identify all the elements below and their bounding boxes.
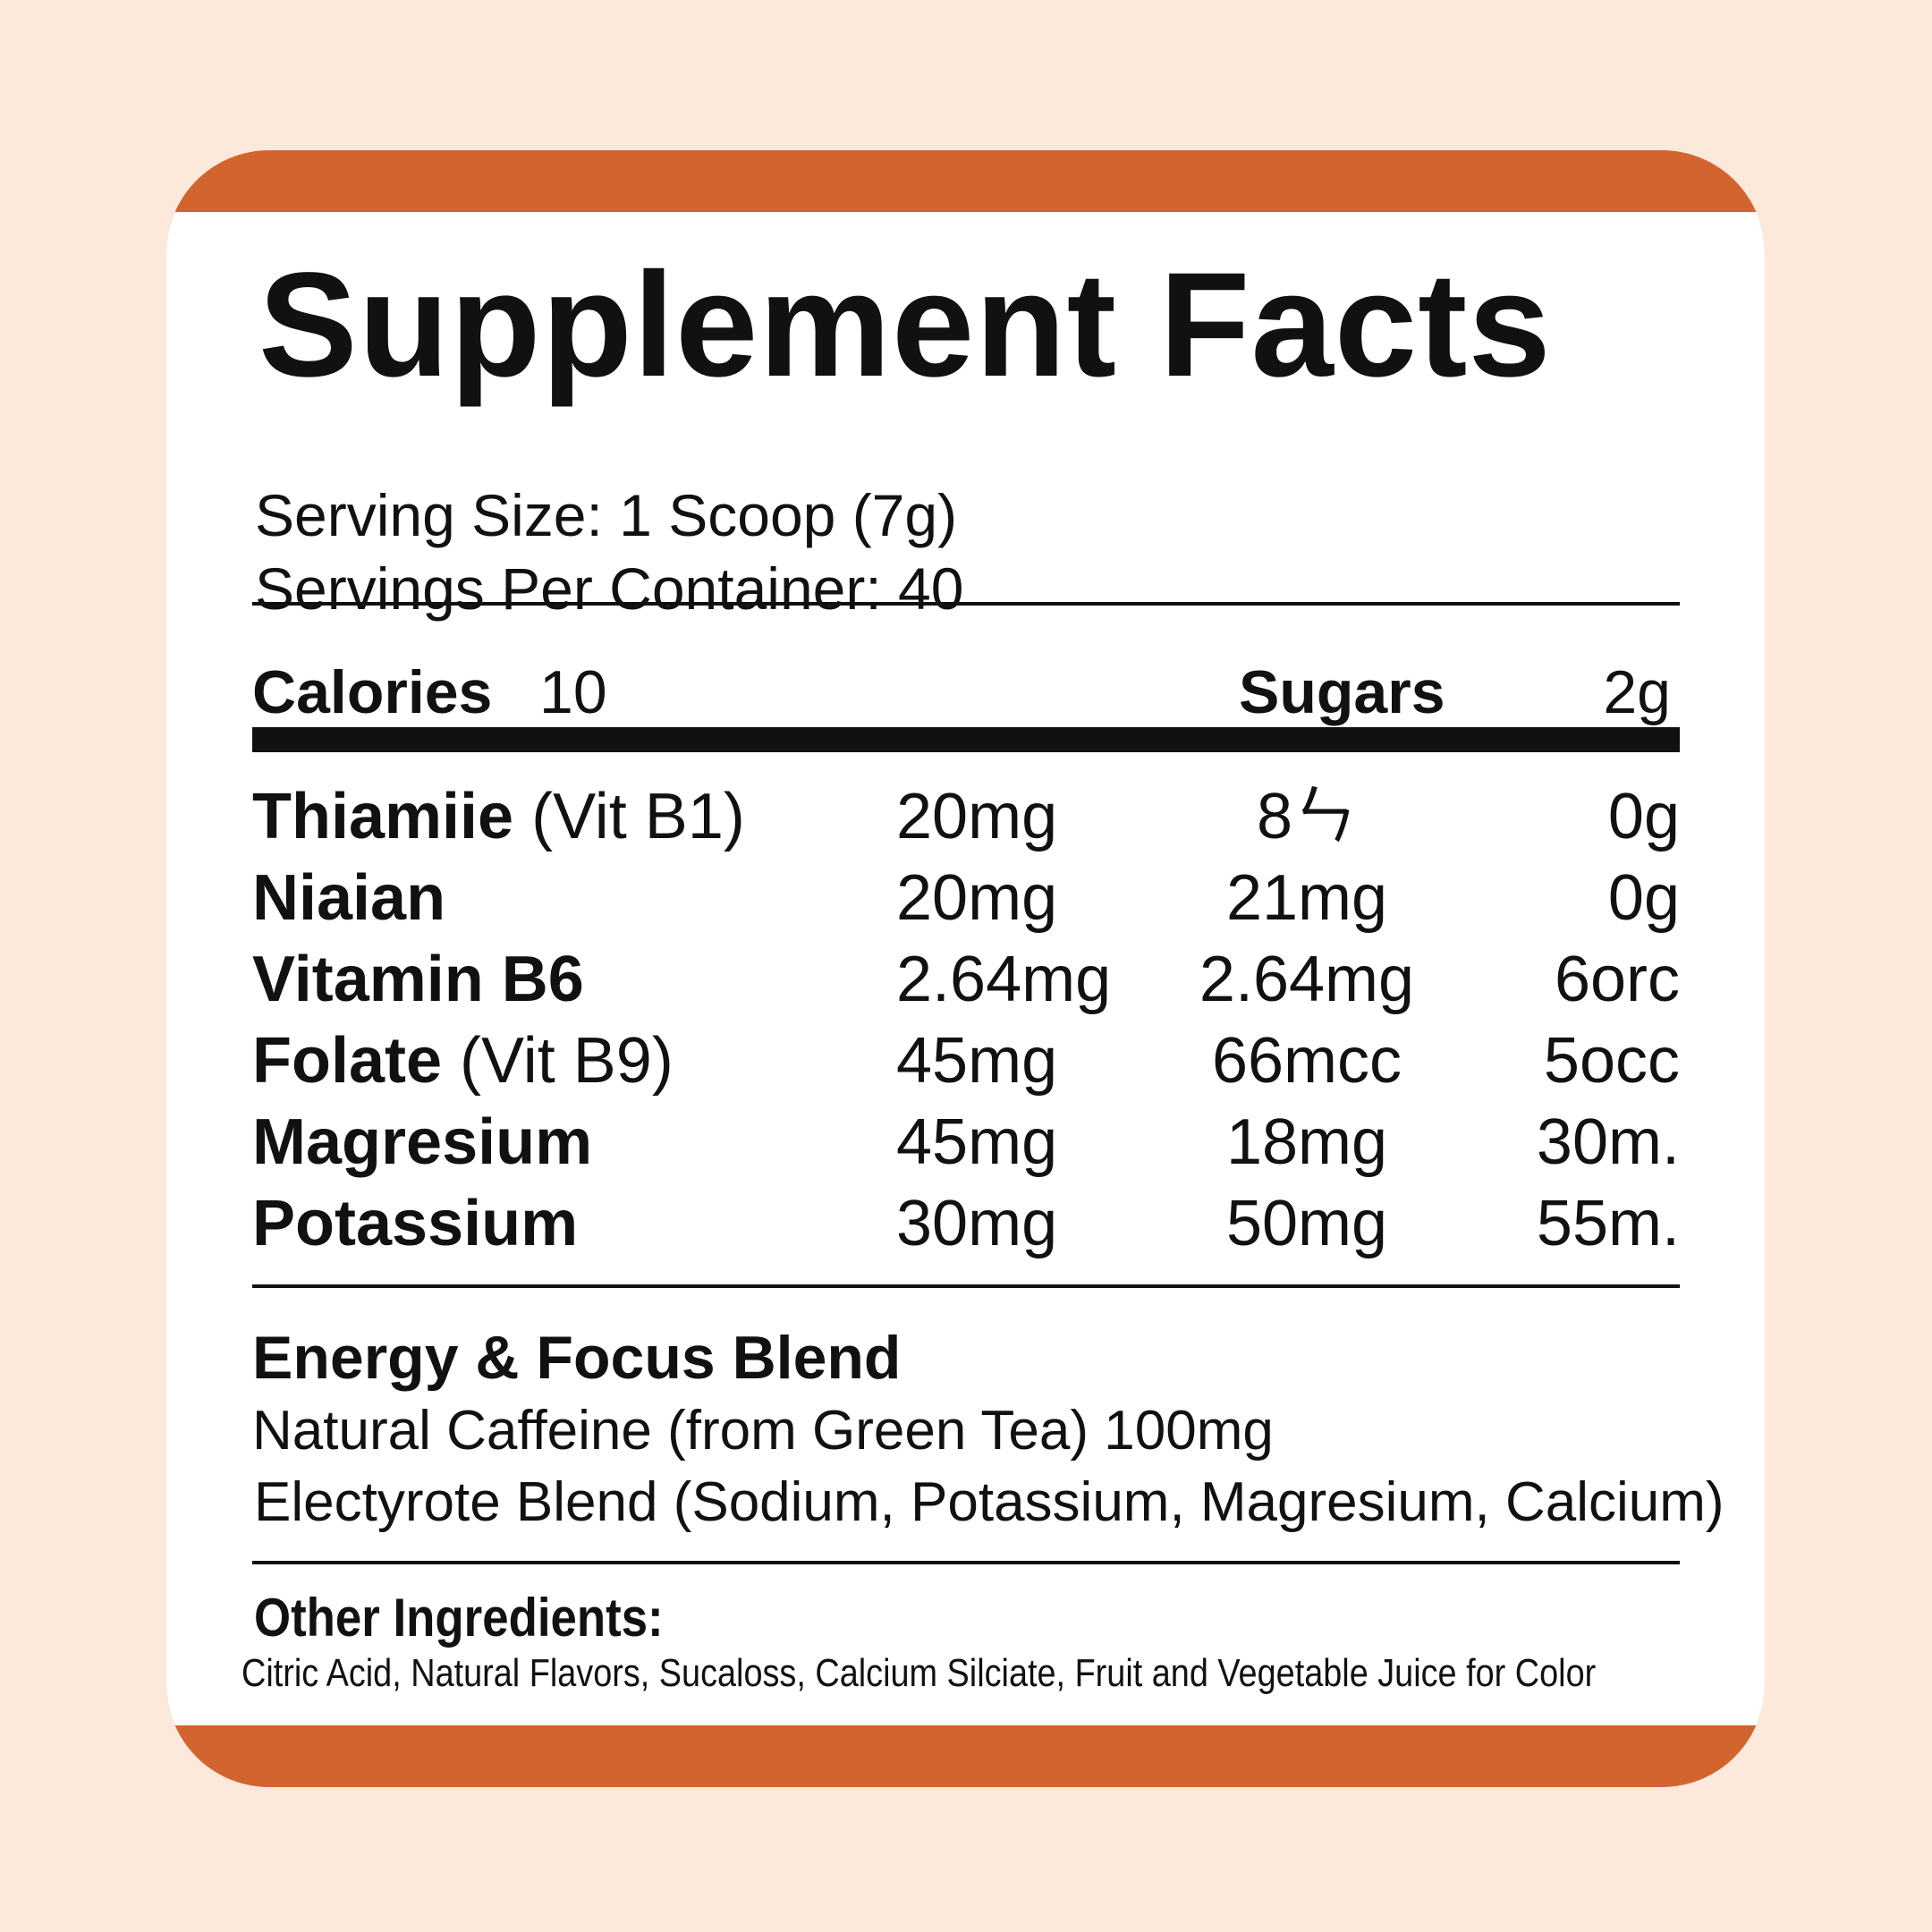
supplement-label: Supplement Facts Serving Size: 1 Scoop (…: [166, 150, 1765, 1787]
nutrient-name-text: Thiamiie: [252, 781, 514, 852]
blend-heading: Energy & Focus Blend: [252, 1324, 902, 1392]
nutrient-name-text: Potassium: [252, 1188, 579, 1259]
nutrient-name: Vitamin B6: [252, 947, 584, 1012]
nutrient-name-text: Vitamin B6: [252, 944, 584, 1015]
serving-size: Serving Size: 1 Scoop (7g): [255, 482, 958, 548]
nutrient-amount: 2.64mg: [896, 944, 1112, 1015]
nutrient-name: Niaian: [252, 866, 445, 930]
nutrient-amount-2: 21mg: [1225, 862, 1388, 934]
other-ingredients-text: Citric Acid, Natural Flavors, Sucaloss, …: [242, 1651, 1597, 1695]
nutrient-amount-3: 0g: [1607, 781, 1680, 852]
label-panel: Supplement Facts Serving Size: 1 Scoop (…: [166, 212, 1765, 1725]
servings-per-container: Servings Per Container: 40: [255, 555, 964, 622]
nutrient-amount: 20mg: [896, 781, 1058, 852]
nutrient-name-text: Folate: [252, 1025, 443, 1097]
nutrient-name: Thiamiie (Vit B1): [252, 784, 745, 849]
calories-value: 10: [539, 658, 607, 726]
thick-divider: [252, 727, 1680, 752]
nutrient-name: Magresium: [252, 1110, 592, 1174]
nutrient-name: Potassium: [252, 1191, 578, 1256]
nutrient-amount-2: 2.64mg: [1199, 944, 1415, 1015]
nutrient-name: Folate (Vit B9): [252, 1029, 674, 1093]
nutrient-amount-2: 8ㄣ: [1256, 781, 1358, 852]
nutrient-name-text: Magresium: [252, 1106, 593, 1178]
nutrient-note: (Vit B1): [531, 781, 745, 852]
nutrient-amount-3: 30m.: [1536, 1106, 1680, 1178]
nutrient-amount-3: 55m.: [1536, 1188, 1680, 1259]
calories-label: Calories: [252, 658, 493, 726]
divider: [252, 602, 1680, 606]
nutrient-amount: 45mg: [896, 1106, 1058, 1178]
blend-line: Natural Caffeine (from Green Tea) 100mg: [252, 1400, 1274, 1462]
nutrient-amount: 30mg: [896, 1188, 1058, 1259]
other-ingredients-heading: Other Ingredients:: [254, 1588, 664, 1648]
nutrient-amount-2: 66mcc: [1211, 1025, 1402, 1097]
nutrient-name-text: Niaian: [252, 862, 446, 934]
blend-line: Electyrote Blend (Sodium, Potassium, Mag…: [254, 1471, 1724, 1533]
nutrient-amount-3: 0g: [1607, 862, 1680, 934]
label-title: Supplement Facts: [258, 242, 1552, 408]
sugars-value: 2g: [1603, 658, 1671, 726]
nutrient-amount: 20mg: [896, 862, 1058, 934]
nutrient-amount-3: 5occ: [1543, 1025, 1680, 1097]
nutrient-note: (Vit B9): [460, 1025, 674, 1097]
nutrient-amount-2: 50mg: [1225, 1188, 1388, 1259]
nutrient-amount: 45mg: [896, 1025, 1058, 1097]
nutrient-amount-3: 6orc: [1554, 944, 1680, 1015]
nutrient-amount-2: 18mg: [1225, 1106, 1388, 1178]
sugars-label: Sugars: [1239, 658, 1445, 726]
divider: [252, 1561, 1680, 1564]
divider: [252, 1284, 1680, 1288]
